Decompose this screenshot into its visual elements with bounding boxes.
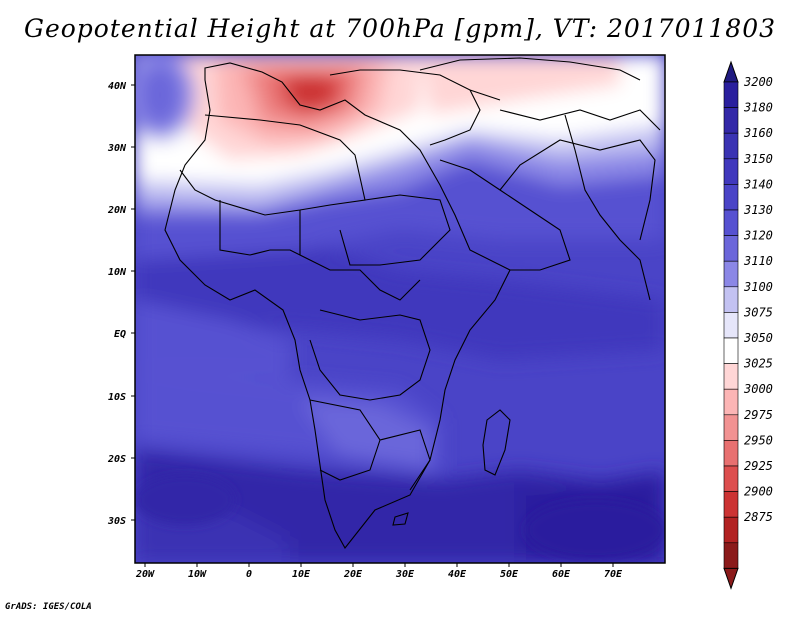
svg-text:60E: 60E [552, 569, 571, 580]
colorbar-level-label: 2950 [744, 433, 773, 447]
colorbar-swatch [723, 491, 739, 518]
svg-text:40N: 40N [108, 81, 127, 92]
colorbar-level-label: 3180 [743, 101, 773, 115]
latitude-axis: 40N 30N 20N 10N EQ 10S 20S 30S [107, 81, 135, 527]
svg-text:10W: 10W [188, 569, 207, 580]
svg-text:30E: 30E [395, 569, 415, 580]
colorbar-level-label: 3120 [743, 229, 773, 243]
colorbar-swatch [723, 235, 739, 262]
svg-text:10E: 10E [292, 569, 311, 580]
lat-tick-30n: 30N [107, 143, 135, 154]
lat-tick-40n: 40N [108, 81, 135, 92]
colorbar-bottom-arrow [723, 567, 739, 590]
svg-text:20N: 20N [107, 205, 127, 216]
colorbar-top-arrow [723, 60, 739, 83]
colorbar-level-label: 3200 [743, 75, 773, 89]
colorbar-swatch [723, 286, 739, 313]
colorbar: 3200 3180 3160 3150 3140 3130 3120 3110 3100 3075… [723, 60, 773, 590]
colorbar-level-label: 3150 [743, 152, 773, 166]
colorbar-swatch [723, 184, 739, 211]
lat-tick-30s: 30S [107, 516, 135, 527]
svg-text:20E: 20E [343, 569, 363, 580]
lon-tick-10w: 10W [188, 563, 207, 580]
lat-tick-eq: EQ [114, 329, 135, 340]
lon-tick-20e: 20E [343, 563, 363, 580]
colorbar-level-label: 3000 [743, 382, 773, 396]
lon-tick-40e: 40E [448, 563, 467, 580]
lat-tick-10s: 10S [108, 392, 135, 403]
colorbar-swatch [723, 132, 739, 160]
colorbar-level-label: 3160 [743, 126, 773, 140]
colorbar-level-label: 3025 [743, 357, 773, 371]
coastlines [164, 57, 661, 549]
colorbar-swatch [723, 516, 739, 544]
colorbar-swatch [723, 542, 739, 569]
colorbar-level-label: 3140 [743, 177, 773, 191]
lon-tick-70e: 70E [604, 563, 623, 580]
svg-text:0: 0 [246, 569, 252, 580]
lon-tick-30e: 30E [395, 563, 415, 580]
colorbar-swatch [723, 388, 739, 416]
svg-text:50E: 50E [500, 569, 519, 580]
colorbar-swatch [723, 465, 739, 492]
svg-text:30S: 30S [107, 516, 126, 527]
longitude-axis: 20W 10W 0 10E 20E 30E 40E 50E 60E 70E [135, 563, 623, 580]
svg-text:EQ: EQ [114, 329, 126, 340]
colorbar-swatch [723, 363, 739, 390]
colorbar-swatch [723, 337, 739, 364]
svg-text:20S: 20S [107, 454, 126, 465]
colorbar-level-label: 2875 [744, 510, 773, 524]
svg-text:40E: 40E [448, 569, 467, 580]
svg-text:30N: 30N [107, 143, 127, 154]
colorbar-level-label: 3075 [743, 305, 773, 319]
lon-tick-60e: 60E [552, 563, 571, 580]
lat-tick-20n: 20N [107, 205, 135, 216]
colorbar-level-label: 2900 [744, 485, 773, 499]
lat-tick-10n: 10N [108, 267, 135, 278]
colorbar-level-label: 2925 [744, 459, 773, 473]
colorbar-swatch [723, 440, 739, 467]
lon-tick-20w: 20W [135, 563, 155, 580]
svg-text:10S: 10S [108, 392, 126, 403]
colorbar-swatch [723, 260, 739, 288]
colorbar-swatch [723, 414, 739, 441]
colorbar-level-label: 3100 [743, 280, 773, 294]
lat-tick-20s: 20S [107, 454, 135, 465]
lon-tick-0: 0 [246, 563, 252, 580]
colorbar-swatch [723, 209, 739, 236]
colorbar-level-label: 2975 [744, 408, 773, 422]
map-title: Geopotential Height at 700hPa [gpm], VT:… [23, 14, 777, 43]
colorbar-level-label: 3050 [743, 331, 773, 345]
lon-tick-50e: 50E [500, 563, 519, 580]
colorbar-level-label: 3130 [743, 203, 773, 217]
colorbar-swatch [723, 107, 739, 134]
colorbar-swatch [723, 81, 739, 108]
svg-text:20W: 20W [135, 569, 155, 580]
height-field [135, 55, 665, 563]
svg-text:10N: 10N [108, 267, 127, 278]
svg-text:70E: 70E [604, 569, 623, 580]
credit-text: GrADS: IGES/COLA [5, 602, 92, 612]
lon-tick-10e: 10E [292, 563, 311, 580]
colorbar-swatch [723, 312, 739, 339]
plot-frame [134, 54, 666, 564]
colorbar-swatch [723, 158, 739, 185]
colorbar-level-label: 3110 [743, 254, 773, 268]
